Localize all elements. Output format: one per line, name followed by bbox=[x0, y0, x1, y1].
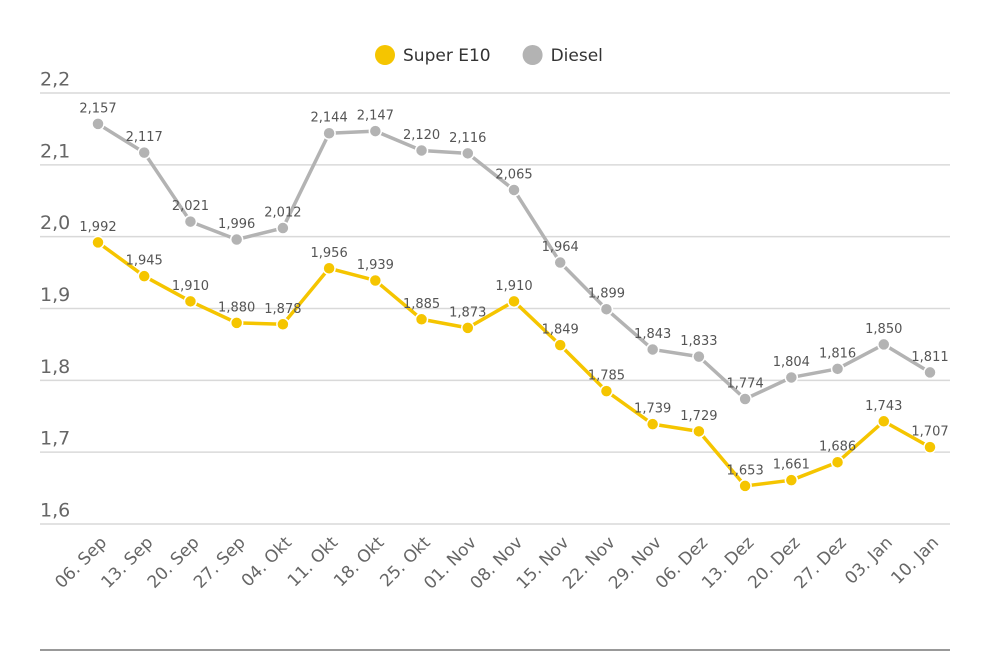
data-label: 1,785 bbox=[588, 369, 625, 384]
legend-marker bbox=[522, 45, 543, 65]
y-tick-label: 2,1 bbox=[40, 140, 70, 162]
data-label: 2,065 bbox=[495, 167, 532, 182]
data-label: 2,144 bbox=[311, 111, 348, 126]
y-tick-label: 1,8 bbox=[40, 356, 70, 378]
data-point bbox=[553, 255, 567, 270]
data-point bbox=[461, 321, 475, 335]
legend-marker bbox=[375, 45, 395, 65]
data-point bbox=[553, 338, 567, 352]
data-point bbox=[137, 269, 151, 283]
data-label: 1,653 bbox=[727, 463, 764, 478]
y-tick-label: 2,2 bbox=[40, 69, 70, 91]
y-tick-label: 1,7 bbox=[40, 428, 70, 450]
data-label: 1,910 bbox=[172, 279, 209, 294]
data-point bbox=[738, 392, 752, 406]
data-point bbox=[599, 384, 614, 398]
data-label: 1,816 bbox=[819, 346, 856, 361]
y-tick-label: 1,9 bbox=[40, 284, 70, 306]
data-label: 2,012 bbox=[264, 206, 301, 221]
data-label: 2,120 bbox=[403, 128, 440, 143]
data-label: 1,964 bbox=[542, 240, 579, 255]
data-point bbox=[229, 316, 244, 330]
data-point bbox=[183, 214, 198, 229]
data-label: 2,147 bbox=[357, 109, 394, 124]
data-point bbox=[91, 117, 105, 131]
data-point bbox=[322, 261, 336, 276]
legend-label: Diesel bbox=[551, 46, 603, 66]
data-label: 2,116 bbox=[449, 131, 486, 146]
x-tick-label: 11. Okt bbox=[284, 533, 342, 591]
data-label: 1,774 bbox=[727, 377, 764, 392]
data-label: 1,843 bbox=[634, 327, 671, 342]
data-label: 1,686 bbox=[819, 440, 856, 455]
data-point bbox=[877, 337, 891, 352]
data-label: 1,743 bbox=[865, 399, 902, 414]
data-point bbox=[137, 145, 151, 160]
data-label: 1,811 bbox=[911, 350, 948, 365]
data-label: 2,117 bbox=[126, 130, 163, 145]
data-point bbox=[645, 417, 660, 431]
data-label: 1,939 bbox=[357, 258, 394, 273]
data-label: 1,885 bbox=[403, 297, 440, 312]
data-label: 1,739 bbox=[634, 402, 671, 417]
data-label: 1,729 bbox=[680, 409, 717, 424]
data-point bbox=[229, 232, 244, 247]
data-point bbox=[91, 235, 105, 250]
data-point bbox=[599, 302, 614, 316]
x-tick-label: 27. Dez bbox=[791, 533, 851, 593]
data-label: 1,849 bbox=[542, 323, 579, 338]
data-label: 1,707 bbox=[911, 425, 948, 440]
data-point bbox=[507, 183, 521, 197]
legend-label: Super E10 bbox=[403, 46, 491, 66]
x-tick-label: 18. Okt bbox=[330, 533, 388, 591]
data-point bbox=[830, 455, 845, 469]
data-point bbox=[692, 349, 706, 364]
data-label: 1,850 bbox=[865, 322, 902, 337]
y-tick-label: 2,0 bbox=[40, 212, 70, 234]
data-label: 1,833 bbox=[680, 334, 717, 349]
data-label: 1,880 bbox=[218, 300, 255, 315]
data-point bbox=[368, 124, 383, 138]
data-point bbox=[414, 143, 429, 158]
data-label: 1,661 bbox=[773, 458, 810, 473]
data-point bbox=[322, 126, 336, 140]
data-label: 1,945 bbox=[126, 254, 163, 269]
data-label: 1,956 bbox=[311, 246, 348, 261]
data-label: 1,910 bbox=[495, 279, 532, 294]
data-point bbox=[276, 317, 290, 332]
data-point bbox=[414, 312, 429, 327]
data-point bbox=[877, 414, 891, 429]
data-point bbox=[276, 221, 290, 235]
x-tick-label: 04. Okt bbox=[238, 533, 296, 591]
x-tick-label: 27. Sep bbox=[190, 533, 250, 593]
data-point bbox=[507, 294, 521, 309]
data-label: 1,804 bbox=[773, 355, 810, 370]
x-tick-label: 03. Jan bbox=[841, 533, 897, 589]
data-point bbox=[923, 440, 937, 454]
data-label: 1,873 bbox=[449, 305, 486, 320]
data-point bbox=[692, 424, 706, 439]
data-point bbox=[923, 365, 937, 380]
x-tick-label: 10. Jan bbox=[887, 533, 943, 589]
data-label: 1,899 bbox=[588, 287, 625, 302]
data-label: 1,996 bbox=[218, 217, 255, 232]
data-point bbox=[368, 273, 383, 288]
data-label: 2,157 bbox=[79, 101, 116, 116]
data-point bbox=[183, 294, 198, 309]
data-point bbox=[784, 370, 799, 385]
y-tick-label: 1,6 bbox=[40, 500, 70, 522]
data-point bbox=[738, 479, 752, 493]
data-label: 1,992 bbox=[79, 220, 116, 235]
data-point bbox=[830, 362, 845, 376]
data-label: 2,021 bbox=[172, 199, 209, 214]
data-label: 1,878 bbox=[264, 302, 301, 317]
data-point bbox=[645, 342, 660, 357]
data-point bbox=[784, 473, 799, 487]
data-point bbox=[461, 146, 475, 161]
